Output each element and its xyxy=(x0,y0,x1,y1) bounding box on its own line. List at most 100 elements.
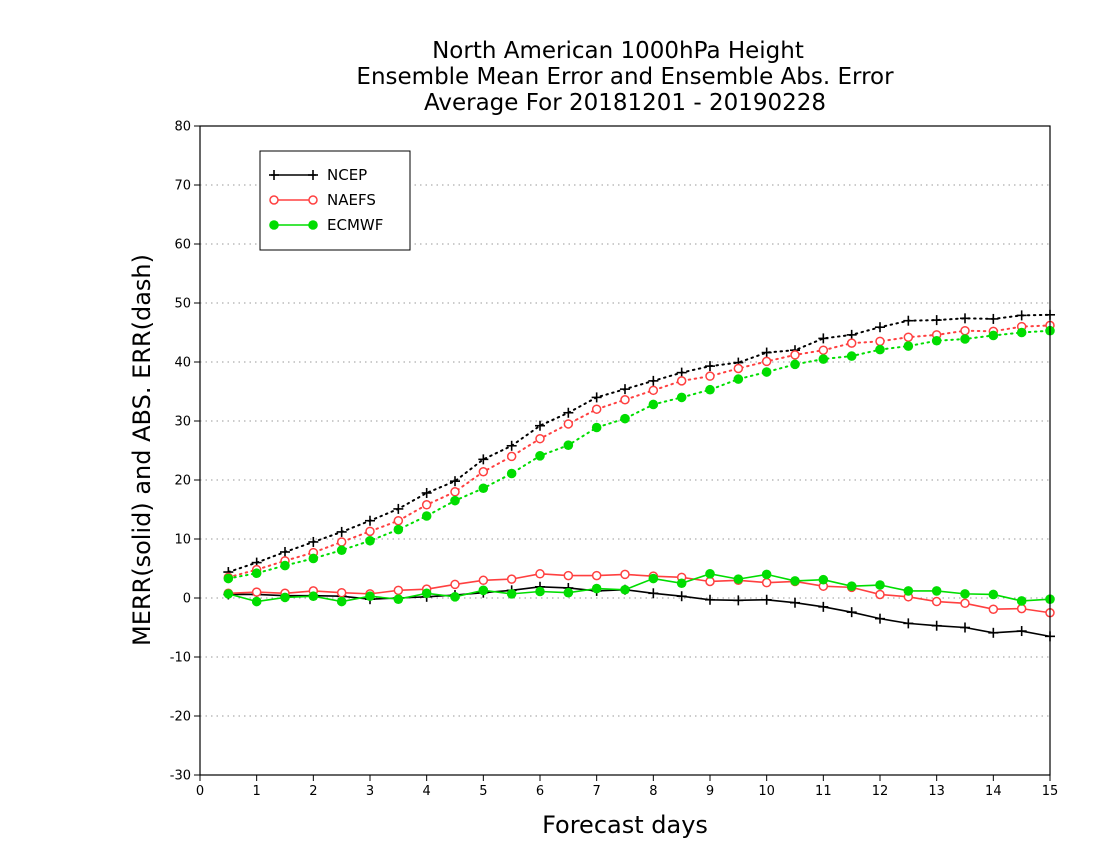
naefs-merr-point xyxy=(988,604,999,614)
ecmwf-merr-point xyxy=(988,589,999,600)
naefs-merr-point xyxy=(563,570,574,581)
x-axis-ticks: 0 1 2 3 4 5 6 7 8 9 10 11 12 13 14 15 xyxy=(196,775,1058,799)
ncep-abs-err-point xyxy=(336,526,347,537)
ncep-abs-err-point xyxy=(903,315,914,326)
ncep-merr-point xyxy=(676,591,687,602)
naefs-abs-err-point xyxy=(393,515,404,526)
ncep-abs-err-point xyxy=(1016,310,1027,321)
ncep-merr-point xyxy=(931,620,942,631)
y-tick-label: 80 xyxy=(174,120,191,135)
naefs-abs-err-point xyxy=(960,325,970,336)
ecmwf-abs-err-point xyxy=(988,330,999,341)
ncep-abs-err-point xyxy=(676,367,687,378)
ncep-abs-err-point xyxy=(421,487,432,498)
ecmwf-abs-err-point xyxy=(336,545,347,556)
ecmwf-abs-err-point xyxy=(563,440,574,450)
ncep-merr-line xyxy=(228,585,1051,638)
x-tick-label: 6 xyxy=(536,784,544,799)
naefs-abs-err-point xyxy=(818,345,829,355)
ecmwf-merr-point xyxy=(535,586,545,597)
naefs-abs-err-point xyxy=(450,487,460,497)
naefs-merr-point xyxy=(591,570,602,581)
ecmwf-abs-err-point xyxy=(790,359,800,370)
naefs-abs-err-point xyxy=(421,500,432,510)
naefs-abs-err-point xyxy=(676,376,687,386)
x-tick-label: 8 xyxy=(649,784,657,799)
legend-label-ecmwf: ECMWF xyxy=(327,216,383,234)
ecmwf-merr-point xyxy=(506,589,517,599)
naefs-merr-point xyxy=(336,587,347,598)
ecmwf-merr-point xyxy=(591,583,602,594)
ecmwf-abs-err-point xyxy=(450,495,460,506)
naefs-merr-point xyxy=(535,569,545,579)
naefs-abs-err-point xyxy=(478,466,489,477)
ncep-abs-err-point xyxy=(846,329,857,340)
ecmwf-merr-point xyxy=(676,578,687,589)
ncep-merr-point xyxy=(818,601,829,612)
y-tick-label: 30 xyxy=(174,415,191,430)
naefs-merr-point xyxy=(450,579,460,590)
x-tick-label: 12 xyxy=(872,784,889,799)
ncep-merr-point xyxy=(846,607,857,618)
ncep-abs-err-point xyxy=(648,375,659,386)
ecmwf-abs-err-point xyxy=(761,367,772,377)
naefs-abs-err-line xyxy=(227,324,1051,579)
ecmwf-abs-err-point xyxy=(478,483,489,494)
ncep-merr-point xyxy=(705,594,715,605)
ecmwf-abs-err-line xyxy=(227,329,1051,580)
ecmwf-merr-point xyxy=(818,574,829,585)
ecmwf-merr-point xyxy=(393,594,404,604)
naefs-abs-err-point xyxy=(563,419,574,429)
naefs-abs-err-point xyxy=(733,363,744,374)
ncep-abs-err-point xyxy=(591,392,602,403)
ncep-abs-err-point xyxy=(931,315,942,326)
x-tick-label: 11 xyxy=(815,784,832,799)
chart-title: North American 1000hPa Height Ensemble M… xyxy=(356,38,894,116)
ncep-abs-err-point xyxy=(393,503,404,514)
ecmwf-abs-err-point xyxy=(1016,327,1027,338)
ncep-abs-err-point xyxy=(280,546,290,557)
y-tick-label: -30 xyxy=(170,769,191,784)
ncep-abs-err-point xyxy=(563,407,574,418)
naefs-abs-err-point xyxy=(705,371,715,381)
naefs-merr-point xyxy=(960,598,970,609)
legend: NCEP NAEFS ECMWF xyxy=(259,150,411,251)
y-tick-label: 70 xyxy=(174,179,191,194)
legend-marker-naefs-left xyxy=(269,195,279,205)
y-tick-label: 60 xyxy=(174,238,191,253)
ncep-merr-point xyxy=(761,594,772,605)
naefs-merr-point xyxy=(506,574,517,584)
ecmwf-abs-err-point xyxy=(903,341,914,351)
ecmwf-merr-point xyxy=(421,588,432,599)
x-tick-label: 10 xyxy=(758,784,775,799)
ecmwf-merr-point xyxy=(705,569,715,579)
x-tick-label: 14 xyxy=(985,784,1002,799)
ecmwf-merr-point xyxy=(450,592,460,602)
x-tick-label: 5 xyxy=(479,784,487,799)
naefs-merr-point xyxy=(251,587,262,597)
ecmwf-abs-err-point xyxy=(705,384,715,395)
ecmwf-abs-err-point xyxy=(648,399,659,410)
ncep-abs-err-point xyxy=(960,313,970,324)
ecmwf-merr-point xyxy=(563,587,574,598)
ecmwf-merr-point xyxy=(761,569,772,580)
naefs-abs-err-point xyxy=(506,451,517,462)
naefs-abs-err-point xyxy=(535,433,545,444)
x-tick-label: 0 xyxy=(196,784,204,799)
ecmwf-abs-err-point xyxy=(393,524,404,535)
x-tick-label: 2 xyxy=(309,784,317,799)
ecmwf-merr-point xyxy=(903,586,914,596)
ncep-abs-err-point xyxy=(535,420,545,431)
ecmwf-merr-point xyxy=(790,576,800,586)
naefs-merr-line xyxy=(228,573,1051,614)
ncep-merr-point xyxy=(875,613,885,624)
ecmwf-merr-point xyxy=(336,596,347,607)
series-naefs xyxy=(223,320,1055,618)
ecmwf-abs-err-point xyxy=(506,468,517,479)
ecmwf-merr-point xyxy=(223,589,234,599)
ecmwf-merr-point xyxy=(846,581,857,591)
legend-label-ncep: NCEP xyxy=(327,166,367,184)
ecmwf-abs-err-point xyxy=(846,351,857,361)
series-layer xyxy=(223,309,1055,642)
